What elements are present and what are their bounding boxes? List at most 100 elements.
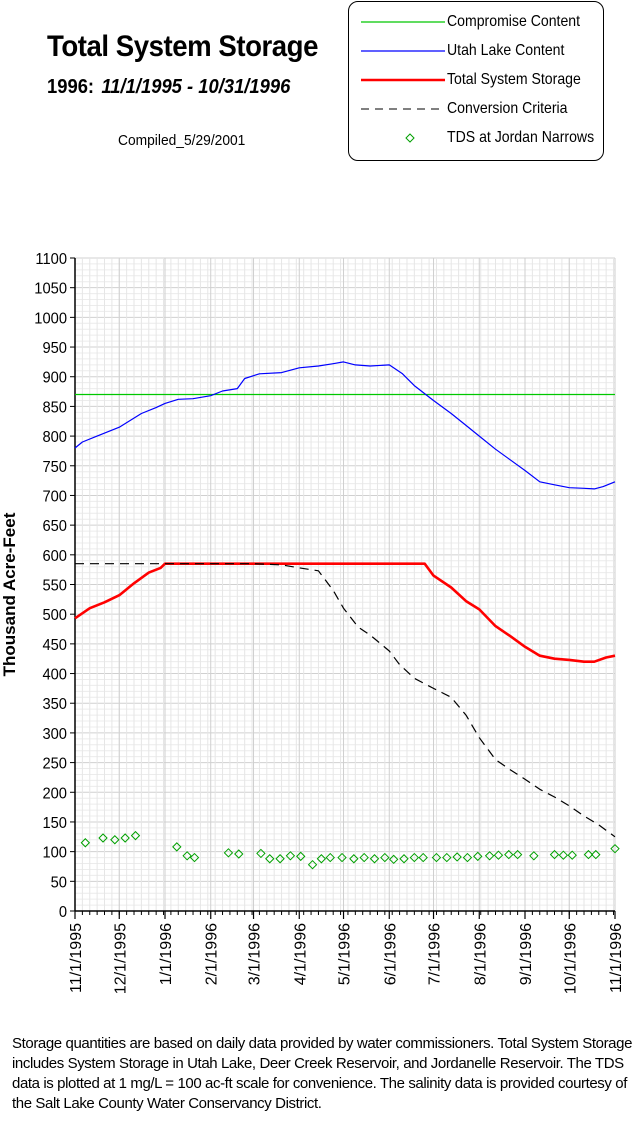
y-tick-label: 150 <box>42 814 67 832</box>
tds-marker <box>504 849 514 860</box>
legend-label: Conversion Criteria <box>447 100 568 117</box>
x-tick-label: 11/1/1995 <box>68 923 85 993</box>
tds-marker <box>484 851 495 861</box>
y-tick-label: 250 <box>42 755 67 773</box>
tds-marker <box>529 851 539 861</box>
tds-marker <box>409 852 420 863</box>
y-tick-label: 700 <box>42 488 67 506</box>
tds-marker <box>296 851 306 862</box>
series-line-conversion-criteria <box>75 563 616 838</box>
tds-marker <box>380 852 390 863</box>
tds-marker <box>285 851 296 861</box>
legend-label: Total System Storage <box>447 71 581 88</box>
x-tick-label: 7/1/1996 <box>427 923 444 985</box>
y-tick-label: 200 <box>42 785 67 803</box>
subtitle-year: 1996: <box>47 76 95 98</box>
series-line-utah-lake-content <box>74 361 616 490</box>
legend-item-conversion-criteria: Conversion Criteria <box>349 98 603 120</box>
tds-marker <box>442 852 452 863</box>
x-tick-label: 8/1/1996 <box>472 923 489 985</box>
y-tick-label: 1000 <box>34 310 67 328</box>
tds-marker <box>120 833 130 843</box>
storage-chart: 0 50 100 150 200 250 300 350 400 450 500 550 600 650 7… <box>0 250 625 994</box>
compiled-date: Compiled_5/29/2001 <box>118 132 246 149</box>
x-tick-label: 3/1/1996 <box>247 923 264 985</box>
tds-marker <box>549 849 560 860</box>
tds-marker <box>256 848 266 859</box>
x-tick-label: 10/1/1996 <box>562 923 579 994</box>
x-tick-label: 12/1/1995 <box>112 923 129 994</box>
footnote: Storage quantities are based on daily da… <box>12 1035 633 1112</box>
legend-swatch-utah-lake-content <box>361 50 445 52</box>
tds-marker <box>265 854 275 864</box>
tds-marker <box>130 830 141 841</box>
y-tick-label: 650 <box>42 518 67 536</box>
tds-marker <box>189 852 200 863</box>
x-tick-label: 11/1/1996 <box>608 923 625 993</box>
chart-subtitle: 1996: 11/1/1995 - 10/31/1996 <box>47 76 290 99</box>
tds-marker <box>98 833 108 843</box>
tds-marker <box>110 835 120 845</box>
x-tick-label: 4/1/1996 <box>292 923 309 985</box>
tds-marker <box>307 859 318 870</box>
x-tick-label: 9/1/1996 <box>518 923 535 985</box>
tds-marker <box>473 851 483 862</box>
tds-marker <box>325 852 335 863</box>
y-tick-label: 800 <box>42 429 67 447</box>
tds-marker <box>591 849 601 860</box>
y-tick-label: 300 <box>42 725 67 743</box>
legend-label: Compromise Content <box>447 13 581 30</box>
legend-item-total-system-storage: Total System Storage <box>349 69 603 91</box>
legend-label: Utah Lake Content <box>447 42 565 59</box>
tds-marker <box>610 843 620 854</box>
tds-marker <box>182 851 192 861</box>
chart-title: Total System Storage <box>47 30 318 63</box>
tds-marker <box>512 849 523 860</box>
legend-item-tds-jordan-narrows: TDS at Jordan Narrows <box>349 127 603 149</box>
tds-marker <box>583 849 594 860</box>
y-tick-label: 50 <box>51 874 67 892</box>
tds-marker <box>558 850 569 860</box>
x-tick-label: 2/1/1996 <box>204 923 221 985</box>
y-tick-label: 550 <box>42 577 67 595</box>
tds-marker <box>172 842 182 852</box>
tds-marker <box>452 852 462 862</box>
x-tick-label: 5/1/1996 <box>337 923 354 985</box>
tds-marker <box>316 854 327 864</box>
y-tick-label: 450 <box>42 636 67 654</box>
y-tick-label: 0 <box>59 903 67 921</box>
tds-marker <box>369 854 380 864</box>
y-tick-label: 850 <box>42 399 67 417</box>
tds-marker <box>223 848 234 858</box>
y-tick-label: 600 <box>42 547 67 565</box>
subtitle-date-range: 11/1/1995 - 10/31/1996 <box>101 76 291 98</box>
tds-marker <box>462 852 473 863</box>
legend-item-utah-lake-content: Utah Lake Content <box>349 40 603 62</box>
y-tick-label: 1100 <box>35 250 67 268</box>
legend-item-compromise-content: Compromise Content <box>349 11 603 33</box>
y-tick-label: 350 <box>42 696 67 714</box>
tds-marker <box>234 849 244 859</box>
tds-marker <box>337 852 347 863</box>
y-tick-label: 500 <box>42 607 67 625</box>
tds-marker <box>567 850 577 860</box>
legend-swatch-compromise-content <box>361 21 445 23</box>
y-axis-label: Thousand Acre-Feet <box>0 512 19 676</box>
tds-marker <box>431 852 442 863</box>
y-tick-label: 100 <box>42 844 67 862</box>
tds-marker <box>275 854 285 864</box>
tds-marker <box>359 852 369 863</box>
tds-marker <box>388 854 399 865</box>
y-tick-label: 900 <box>42 369 67 387</box>
tds-marker <box>493 850 504 860</box>
tds-marker <box>418 852 428 863</box>
tds-marker <box>349 854 359 864</box>
legend-swatch-total-system-storage <box>361 78 445 82</box>
y-tick-label: 400 <box>42 666 67 684</box>
tds-marker <box>399 854 409 864</box>
legend: Compromise Content Utah Lake Content Tot… <box>348 1 604 161</box>
y-tick-label: 1050 <box>34 280 67 298</box>
series-line-total-system-storage <box>74 562 616 664</box>
x-tick-label: 6/1/1996 <box>382 923 399 985</box>
legend-swatch-tds-jordan-narrows <box>405 133 415 143</box>
